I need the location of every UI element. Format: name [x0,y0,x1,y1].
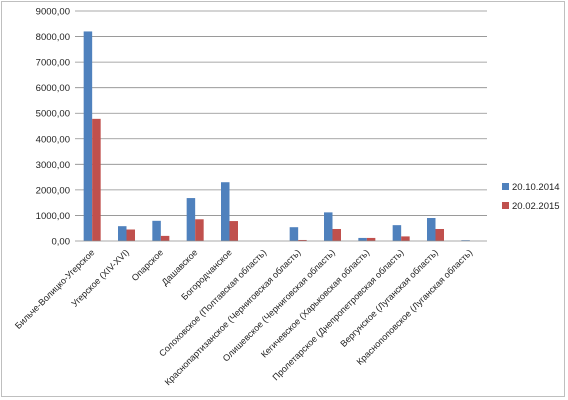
gridlines [75,10,487,216]
bar-series-1 [324,212,333,241]
legend-label: 20.10.2014 [512,182,560,193]
bar-series-1 [289,227,299,241]
legend-swatch [502,183,509,190]
bar-series-2 [401,236,410,241]
legend: 20.10.2014 20.02.2015 [502,182,560,212]
x-tick-label: Пролетарское (Днепропетровская область) [271,247,406,382]
y-tick-label: 4000,00 [36,134,70,145]
bar-series-2 [126,229,135,241]
legend-label: 20.02.2015 [512,201,560,212]
bar-series-2 [229,221,238,241]
bar-series-2 [160,235,170,241]
bar-series-2 [435,236,444,241]
bars [83,31,470,242]
y-tick-label: 5000,00 [36,109,70,120]
x-tick-label: Угерское (XIV-XVI) [69,247,130,308]
y-tick-label: 9000,00 [36,7,70,18]
bar-series-1 [118,226,127,241]
bar-series-2 [366,237,376,241]
y-tick-label: 3000,00 [36,160,70,171]
bar-series-1 [186,198,196,241]
bar-series-2 [195,219,204,241]
y-tick-label: 7000,00 [36,58,70,69]
bar-series-2 [92,118,101,241]
bar-series-1 [358,237,367,241]
y-tick-label: 8000,00 [36,32,70,43]
bar-series-2 [435,228,444,241]
y-tick-label: 2000,00 [36,185,70,196]
bar-series-1 [427,218,436,241]
y-tick-label: 1000,00 [36,211,70,222]
bar-series-1 [152,220,161,241]
legend-swatch [502,202,509,209]
y-tick-label: 0,00 [52,237,71,248]
bar-series-1 [221,182,230,241]
bar-series-1 [83,31,93,242]
y-axis-ticks: 0,00 1000,00 2000,00 3000,00 4000,00 5000,00 6… [36,7,70,248]
bar-series-2 [332,228,341,241]
y-tick-label: 6000,00 [36,83,70,94]
x-tick-label: Опарское [130,247,166,283]
bar-series-2 [298,239,307,241]
bar-series-1 [392,225,402,241]
